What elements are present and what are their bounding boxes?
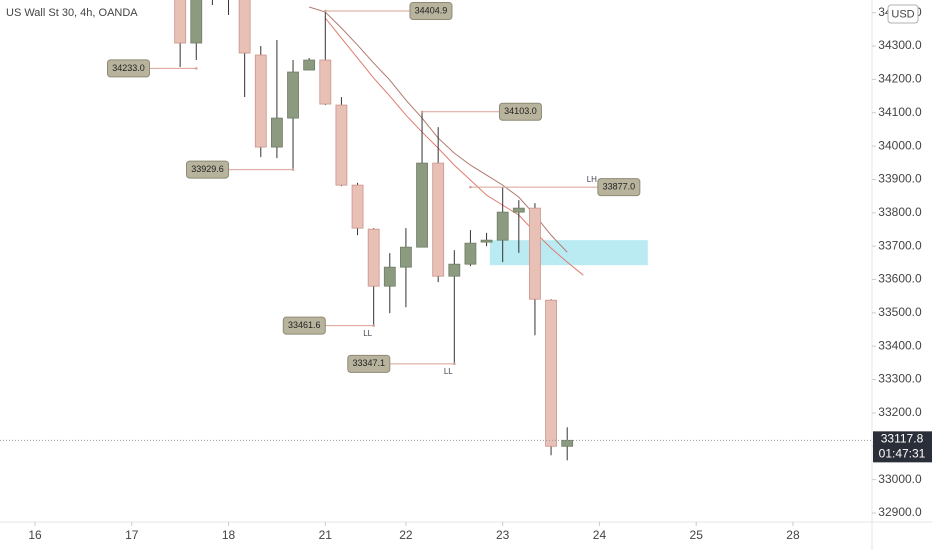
- y-tick-label: 33300.0: [878, 372, 922, 386]
- y-tick-label: 34100.0: [878, 105, 922, 119]
- candle-body: [254, 54, 267, 148]
- annotation-dot: [420, 110, 424, 114]
- annotation-label: 34233.0: [112, 63, 145, 73]
- annotation-box: [186, 160, 230, 179]
- candle-body: [480, 239, 493, 243]
- y-tick-label: 33700.0: [878, 238, 922, 252]
- candle-body: [400, 246, 412, 268]
- annotation-box: [498, 102, 542, 121]
- y-tick-label: 34300.0: [878, 38, 922, 52]
- last-price-box: [873, 431, 932, 463]
- y-tick-label: 33600.0: [878, 272, 922, 286]
- annotation-dot: [453, 362, 456, 366]
- candle-body: [367, 228, 380, 287]
- annotation-label: 34404.9: [415, 5, 448, 15]
- annotation-dot: [291, 168, 295, 171]
- candle-body: [496, 211, 509, 241]
- candle-body: [416, 162, 428, 248]
- y-tick-label: 33200.0: [878, 405, 922, 419]
- x-tick-label: 16: [28, 528, 42, 542]
- x-tick-label: 23: [496, 528, 510, 542]
- x-tick-label: 24: [593, 528, 607, 542]
- candle-body: [432, 162, 445, 277]
- last-price-label: 33117.8: [881, 432, 924, 446]
- annotation-label: 34103.0: [504, 106, 537, 116]
- candle-body: [303, 59, 316, 71]
- chart-title: US Wall St 30, 4h, OANDA: [6, 7, 138, 19]
- annotation-box: [106, 59, 150, 78]
- y-tick-label: 33800.0: [878, 205, 922, 219]
- annotation-dot: [469, 185, 472, 189]
- x-tick-label: 25: [690, 528, 704, 542]
- candle-body: [529, 207, 541, 300]
- candle-body: [190, 0, 203, 44]
- y-tick-label: 33500.0: [878, 305, 922, 319]
- swing-marker: LL: [444, 367, 453, 376]
- annotation-label: 33929.6: [191, 164, 224, 174]
- moving-average: [324, 17, 584, 276]
- x-tick-label: 21: [319, 528, 333, 542]
- candle-body: [238, 0, 251, 54]
- x-tick-label: 22: [399, 528, 413, 542]
- plot-area: [174, 0, 648, 461]
- currency-label: USD: [891, 8, 914, 20]
- annotation-box: [347, 354, 391, 373]
- annotation-label: 33347.1: [353, 358, 386, 368]
- candle-body: [351, 184, 364, 229]
- x-tick-label: 17: [125, 528, 139, 542]
- annotation-label: 33461.6: [288, 320, 321, 330]
- y-tick-label: 33900.0: [878, 172, 922, 186]
- annotation-dot: [372, 324, 375, 327]
- candle-body: [448, 263, 461, 277]
- candle-body: [335, 104, 348, 186]
- x-tick-label: 18: [222, 528, 236, 542]
- annotation-dot: [323, 9, 327, 13]
- candle-body: [383, 266, 396, 287]
- swing-marker: LH: [587, 175, 597, 184]
- annotation-dot: [194, 67, 198, 70]
- candle-body: [287, 71, 299, 119]
- y-tick-label: 32900.0: [878, 505, 922, 519]
- candle-body: [174, 0, 187, 44]
- y-tick-label: 33400.0: [878, 338, 922, 352]
- candle-body: [545, 299, 557, 447]
- zone: [489, 240, 648, 266]
- annotation-box: [282, 316, 326, 335]
- candle-body: [271, 117, 283, 148]
- annotation-box: [409, 2, 453, 21]
- swing-marker: LL: [363, 329, 372, 338]
- annotation-label: 33877.0: [603, 181, 636, 191]
- y-tick-label: 33000.0: [878, 472, 922, 486]
- y-tick-label: 34000.0: [878, 138, 922, 152]
- candle-body: [512, 207, 525, 213]
- annotation-box: [597, 178, 641, 197]
- countdown: 01:47:31: [879, 447, 926, 461]
- y-tick-label: 34200.0: [878, 72, 922, 86]
- candle-body: [561, 439, 574, 447]
- candle-body: [319, 59, 332, 105]
- candle-body: [464, 242, 477, 265]
- x-tick-label: 28: [786, 528, 800, 542]
- currency-box: [887, 4, 919, 24]
